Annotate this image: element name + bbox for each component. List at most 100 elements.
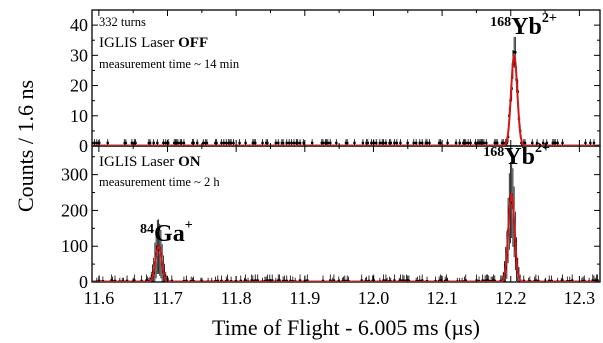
data-point <box>133 141 136 145</box>
data-point <box>329 279 332 282</box>
data-point <box>306 279 309 282</box>
data-point <box>592 141 596 145</box>
data-point <box>226 279 229 282</box>
data-point <box>421 141 424 145</box>
data-point <box>556 141 559 145</box>
data-point <box>512 51 516 54</box>
data-point <box>346 141 349 145</box>
data-point <box>464 279 467 282</box>
data-point <box>274 141 278 145</box>
data-point <box>483 279 487 282</box>
data-point <box>485 141 488 145</box>
data-point <box>463 141 466 145</box>
data-point <box>378 141 382 145</box>
data-point <box>466 141 470 145</box>
data-point <box>591 279 594 282</box>
data-point <box>277 141 280 145</box>
data-point <box>522 279 525 282</box>
data-point <box>561 279 564 282</box>
data-point <box>285 279 288 282</box>
data-point <box>545 141 548 145</box>
data-point <box>252 141 256 145</box>
data-point <box>320 141 324 145</box>
data-point <box>437 141 441 145</box>
data-point <box>485 279 488 282</box>
data-point <box>325 141 328 145</box>
data-point <box>289 279 292 282</box>
data-point <box>254 279 257 282</box>
data-point <box>494 141 498 145</box>
data-point <box>335 141 338 145</box>
y-tick-label: 10 <box>70 106 88 126</box>
x-tick-label: 12.0 <box>358 288 390 308</box>
data-point <box>371 279 374 282</box>
data-point <box>393 141 396 145</box>
data-point <box>130 141 134 145</box>
y-axis-title: Counts / 1.6 ns <box>13 80 38 212</box>
data-point <box>480 141 483 145</box>
data-point <box>321 279 325 282</box>
data-point <box>548 279 551 282</box>
data-point <box>106 141 109 145</box>
data-point <box>182 141 186 145</box>
fit-curve <box>92 53 600 146</box>
data-point <box>125 279 129 282</box>
x-tick-label: 12.3 <box>564 288 596 308</box>
laser-state-on: ON <box>178 154 201 170</box>
data-point <box>251 141 255 145</box>
axis-ticks: 0 10 20 30 40 0 100 200 300 11.6 11.7 11.8 11.9 12.0 1… <box>61 10 600 308</box>
peak-element: Yb <box>511 14 542 40</box>
data-point <box>552 141 556 145</box>
data-point <box>238 141 241 145</box>
data-point <box>280 141 284 145</box>
data-point <box>134 141 137 145</box>
data-point <box>474 141 477 145</box>
data-point <box>402 279 406 282</box>
data-point <box>173 141 176 145</box>
data-point <box>514 51 517 54</box>
data-point <box>523 141 527 145</box>
x-tick-label: 11.9 <box>289 288 320 308</box>
peak-mass: 168 <box>490 15 511 30</box>
data-point <box>174 141 177 145</box>
data-point <box>344 141 348 145</box>
data-point <box>244 141 247 145</box>
data-point <box>482 141 486 145</box>
peak-charge: 2+ <box>542 11 557 26</box>
peak-element: Yb <box>504 144 535 170</box>
data-point <box>232 141 235 145</box>
data-point <box>148 141 152 145</box>
data-point <box>164 141 167 145</box>
y-tick-label: 300 <box>61 165 88 185</box>
data-point <box>399 141 402 145</box>
data-point <box>445 279 448 282</box>
data-point <box>479 141 482 145</box>
data-point <box>271 279 274 282</box>
peak-label: 168Yb2+ <box>490 11 557 40</box>
data-point <box>592 279 596 282</box>
data-point <box>176 141 180 145</box>
data-point <box>196 141 199 145</box>
data-point <box>395 141 398 145</box>
data-point <box>405 279 408 282</box>
data-point <box>382 279 385 282</box>
x-tick-label: 11.6 <box>83 288 114 308</box>
y-tick-label: 40 <box>70 15 88 35</box>
data-point <box>225 141 228 145</box>
data-point <box>384 141 388 145</box>
data-point <box>477 141 481 145</box>
data-point <box>365 141 368 145</box>
data-point <box>360 279 363 282</box>
data-point <box>493 141 496 145</box>
data-point <box>227 141 230 145</box>
data-point <box>481 279 484 282</box>
data-point <box>389 141 392 145</box>
data-point <box>418 141 421 145</box>
data-point <box>464 141 467 145</box>
data-point <box>500 141 504 145</box>
data-point <box>277 279 280 282</box>
data-point <box>123 141 126 145</box>
data-point <box>329 141 332 145</box>
data-point <box>487 279 490 282</box>
data-point <box>175 141 178 145</box>
